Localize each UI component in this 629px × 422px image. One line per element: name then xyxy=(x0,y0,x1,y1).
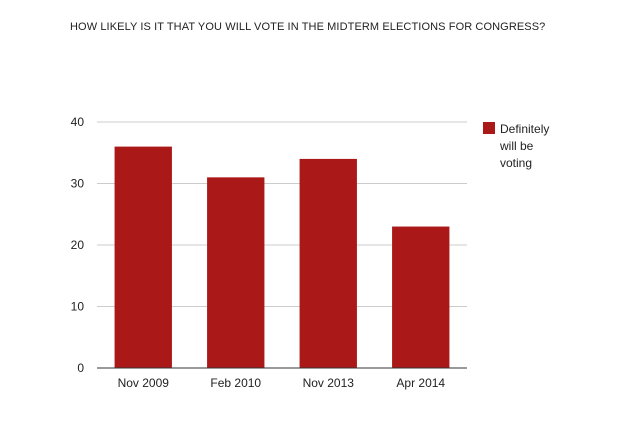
x-axis-tick-labels: Nov 2009 Feb 2010 Nov 2013 Apr 2014 xyxy=(118,376,446,390)
legend-swatch xyxy=(483,122,495,134)
y-tick-label: 40 xyxy=(71,115,85,129)
y-tick-label: 0 xyxy=(77,361,84,375)
legend-label: Definitely will be voting xyxy=(500,122,550,170)
y-tick-label: 10 xyxy=(71,300,85,314)
y-tick-label: 20 xyxy=(71,238,85,252)
legend: Definitely will be voting xyxy=(483,121,560,172)
x-tick-label: Nov 2013 xyxy=(303,376,355,390)
x-tick-label: Apr 2014 xyxy=(396,376,445,390)
x-tick-label: Feb 2010 xyxy=(210,376,261,390)
bar[interactable] xyxy=(392,226,450,368)
y-axis-tick-labels: 0 10 20 30 40 xyxy=(71,115,85,375)
chart-title: HOW LIKELY IS IT THAT YOU WILL VOTE IN T… xyxy=(70,21,546,33)
y-tick-label: 30 xyxy=(71,177,85,191)
bar[interactable] xyxy=(207,177,265,368)
bar[interactable] xyxy=(114,146,172,368)
bar[interactable] xyxy=(299,158,357,368)
x-tick-label: Nov 2009 xyxy=(118,376,170,390)
bars xyxy=(114,146,450,368)
